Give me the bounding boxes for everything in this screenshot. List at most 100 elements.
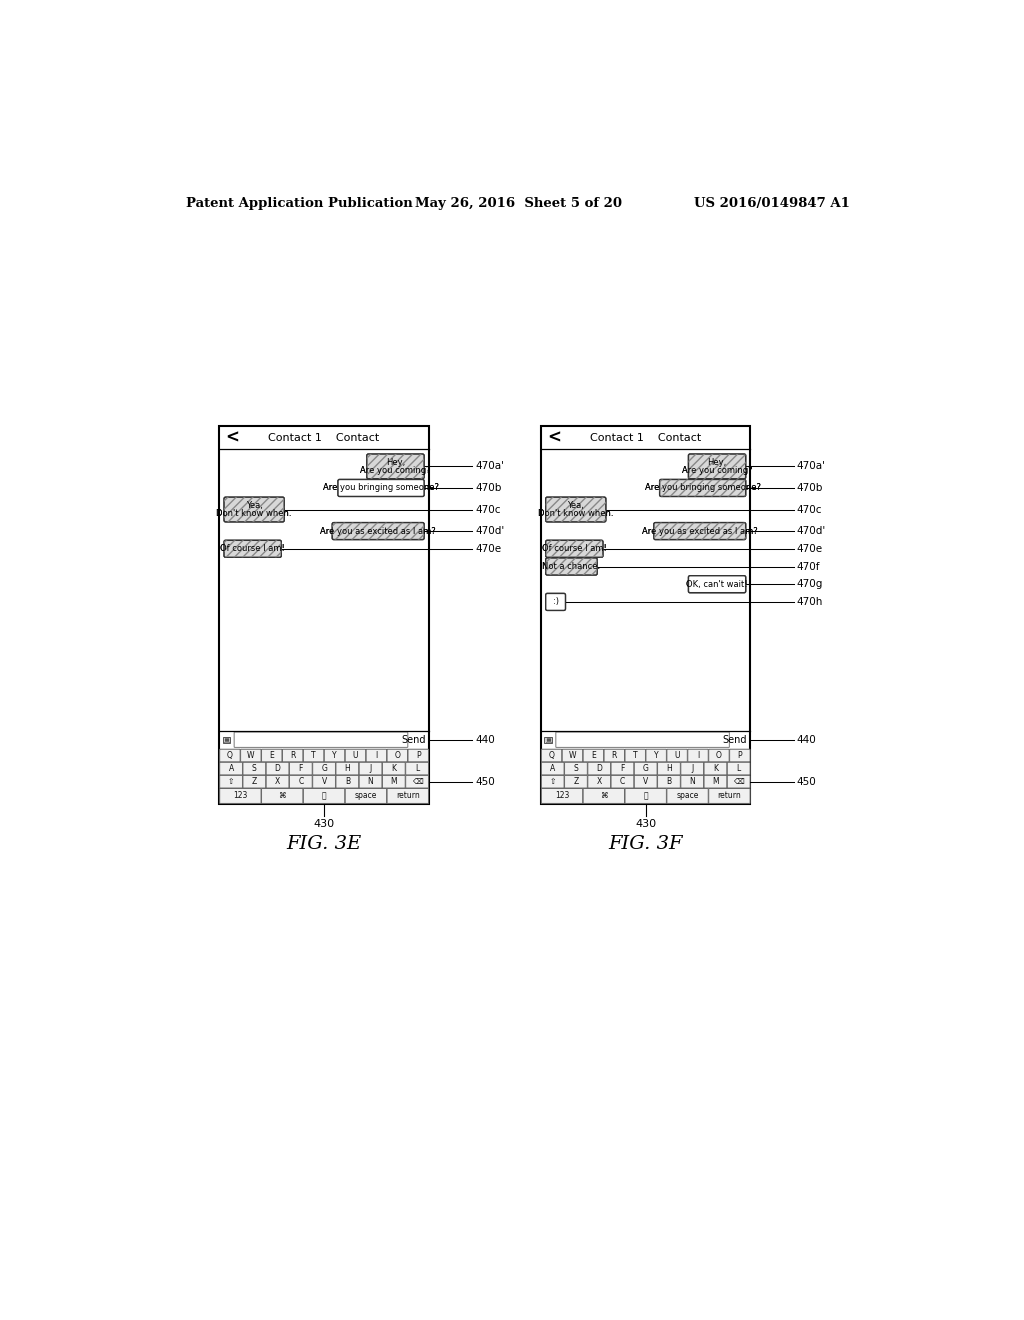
- Text: G: G: [322, 764, 327, 774]
- Text: <: <: [547, 429, 561, 447]
- Text: FIG. 3F: FIG. 3F: [608, 834, 683, 853]
- Text: B: B: [345, 777, 350, 787]
- Text: T: T: [311, 751, 316, 760]
- FancyBboxPatch shape: [387, 750, 408, 762]
- FancyBboxPatch shape: [625, 788, 667, 804]
- FancyBboxPatch shape: [646, 750, 667, 762]
- FancyBboxPatch shape: [681, 775, 703, 788]
- Text: :): :): [553, 598, 558, 606]
- FancyBboxPatch shape: [367, 750, 387, 762]
- Text: ⇧: ⇧: [550, 777, 556, 787]
- FancyBboxPatch shape: [406, 775, 428, 788]
- Text: N: N: [368, 777, 374, 787]
- FancyBboxPatch shape: [688, 576, 745, 593]
- FancyBboxPatch shape: [290, 763, 312, 775]
- FancyBboxPatch shape: [546, 540, 603, 557]
- Text: S: S: [573, 764, 579, 774]
- Text: I: I: [697, 751, 699, 760]
- FancyBboxPatch shape: [709, 750, 729, 762]
- Text: ⇧: ⇧: [228, 777, 234, 787]
- Text: 470f: 470f: [797, 561, 820, 572]
- Text: Don't know when.: Don't know when.: [216, 510, 292, 517]
- Text: Q: Q: [549, 751, 554, 760]
- FancyBboxPatch shape: [546, 558, 597, 576]
- FancyBboxPatch shape: [345, 750, 366, 762]
- FancyBboxPatch shape: [556, 733, 729, 747]
- Text: 470b: 470b: [475, 483, 502, 492]
- Bar: [544, 737, 552, 743]
- FancyBboxPatch shape: [681, 763, 703, 775]
- FancyBboxPatch shape: [667, 788, 709, 804]
- Text: Send: Send: [401, 735, 426, 744]
- Text: space: space: [354, 792, 377, 800]
- FancyBboxPatch shape: [562, 750, 583, 762]
- FancyBboxPatch shape: [290, 775, 312, 788]
- Text: P: P: [416, 751, 421, 760]
- FancyBboxPatch shape: [705, 763, 727, 775]
- Text: 450: 450: [475, 776, 495, 787]
- Text: I: I: [375, 751, 378, 760]
- Bar: [222, 737, 230, 743]
- Text: Are you bringing someone?: Are you bringing someone?: [645, 483, 761, 492]
- Text: M: M: [712, 777, 719, 787]
- Text: 470e: 470e: [475, 544, 502, 554]
- FancyBboxPatch shape: [345, 788, 387, 804]
- FancyBboxPatch shape: [359, 763, 382, 775]
- FancyBboxPatch shape: [688, 750, 709, 762]
- FancyBboxPatch shape: [654, 523, 745, 540]
- Text: FIG. 3E: FIG. 3E: [287, 834, 361, 853]
- Text: K: K: [391, 764, 396, 774]
- Text: O: O: [716, 751, 722, 760]
- FancyBboxPatch shape: [564, 775, 588, 788]
- Text: D: D: [596, 764, 602, 774]
- Text: Are you coming?: Are you coming?: [360, 466, 431, 475]
- Bar: [541, 426, 751, 804]
- Text: May 26, 2016  Sheet 5 of 20: May 26, 2016 Sheet 5 of 20: [415, 197, 622, 210]
- FancyBboxPatch shape: [261, 788, 303, 804]
- Text: ▣: ▣: [544, 735, 552, 744]
- FancyBboxPatch shape: [588, 775, 610, 788]
- Text: Are you as excited as I am?: Are you as excited as I am?: [642, 527, 758, 536]
- FancyBboxPatch shape: [546, 498, 606, 521]
- Text: <: <: [225, 429, 240, 447]
- Text: V: V: [643, 777, 648, 787]
- Text: Of course I am!: Of course I am!: [542, 544, 606, 553]
- Text: D: D: [274, 764, 281, 774]
- FancyBboxPatch shape: [542, 763, 564, 775]
- Text: 430: 430: [313, 818, 335, 829]
- FancyBboxPatch shape: [542, 775, 564, 788]
- Text: M: M: [390, 777, 397, 787]
- Text: return: return: [718, 792, 741, 800]
- FancyBboxPatch shape: [220, 763, 243, 775]
- FancyBboxPatch shape: [332, 523, 424, 540]
- Text: Yea,: Yea,: [246, 502, 262, 510]
- Text: Yea,: Yea,: [567, 502, 585, 510]
- FancyBboxPatch shape: [634, 775, 657, 788]
- FancyBboxPatch shape: [657, 763, 680, 775]
- FancyBboxPatch shape: [224, 498, 285, 521]
- Text: W: W: [247, 751, 255, 760]
- Text: 470a': 470a': [797, 462, 825, 471]
- FancyBboxPatch shape: [542, 788, 583, 804]
- Text: 470b: 470b: [797, 483, 823, 492]
- FancyBboxPatch shape: [367, 454, 424, 479]
- FancyBboxPatch shape: [338, 479, 424, 496]
- FancyBboxPatch shape: [727, 763, 751, 775]
- Text: J: J: [370, 764, 372, 774]
- FancyBboxPatch shape: [224, 540, 282, 557]
- FancyBboxPatch shape: [406, 763, 428, 775]
- Text: P: P: [737, 751, 742, 760]
- Text: 470c: 470c: [475, 504, 501, 515]
- FancyBboxPatch shape: [261, 750, 282, 762]
- Text: Not a chance.: Not a chance.: [543, 562, 600, 572]
- Text: A: A: [228, 764, 233, 774]
- Text: L: L: [415, 764, 419, 774]
- Text: E: E: [591, 751, 596, 760]
- Text: V: V: [322, 777, 327, 787]
- Text: L: L: [736, 764, 740, 774]
- Text: Of course I am!: Of course I am!: [220, 544, 285, 553]
- FancyBboxPatch shape: [266, 775, 289, 788]
- Text: Contact 1    Contact: Contact 1 Contact: [268, 433, 380, 444]
- Text: Not a chance.: Not a chance.: [543, 562, 600, 572]
- FancyBboxPatch shape: [220, 750, 241, 762]
